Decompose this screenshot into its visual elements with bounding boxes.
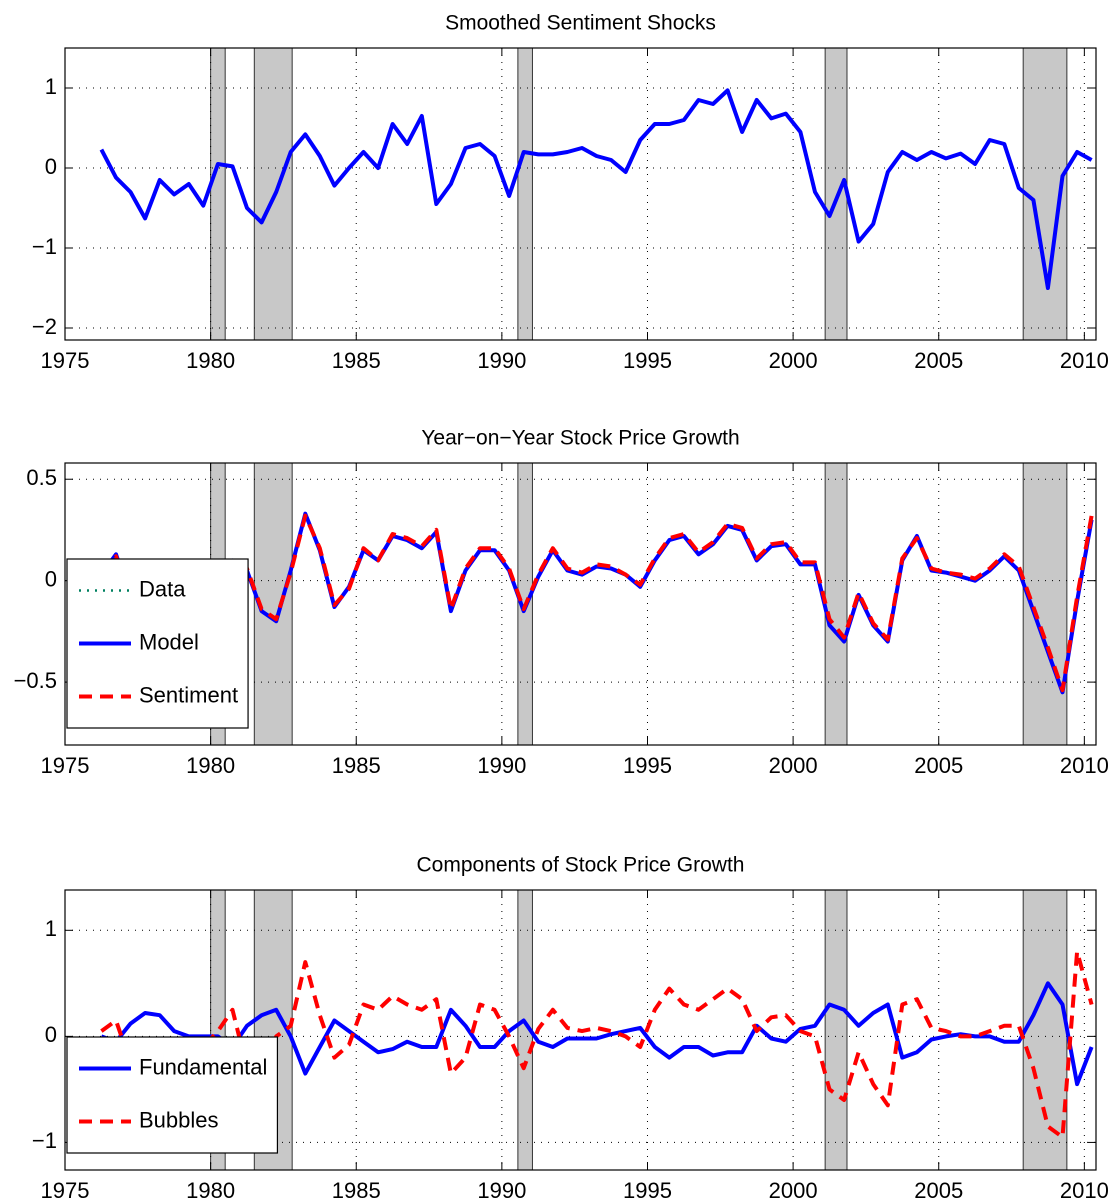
y-tick-label: 0 [45,154,57,179]
axes-frame [64,462,1097,746]
x-tick-label: 1985 [332,348,381,373]
y-tick-label: 0.5 [26,465,57,490]
x-tick-label: 1995 [623,348,672,373]
y-tick-label: 1 [45,74,57,99]
x-tick-label: 1980 [186,1178,235,1199]
x-tick-label: 2010 [1060,1178,1109,1199]
x-tick-label: 2005 [914,1178,963,1199]
x-tick-label: 1990 [477,1178,526,1199]
x-tick-label: 1980 [186,348,235,373]
recession-band [210,47,226,341]
legend: Data Model Sentiment [66,558,249,729]
y-tick-label: 0 [45,1022,57,1047]
x-tick-label: 1975 [41,1178,90,1199]
y-tick-label: 1 [45,916,57,941]
x-tick-label: 2000 [769,1178,818,1199]
y-tick-label: −1 [32,1128,57,1153]
chart-title: Components of Stock Price Growth [417,854,745,877]
legend-label: Sentiment [139,682,238,707]
x-tick-label: 2005 [914,348,963,373]
y-tick-label: −0.5 [14,668,57,693]
series-line [100,949,1094,1140]
x-tick-label: 1980 [186,753,235,778]
x-tick-label: 2010 [1060,348,1109,373]
x-tick-label: 1985 [332,1178,381,1199]
recession-band [1022,889,1068,1171]
series-line [99,88,1093,290]
recession-band [824,889,848,1171]
chart-title: Smoothed Sentiment Shocks [445,12,716,35]
y-tick-label: −2 [32,314,57,339]
series-line [99,513,1094,693]
x-tick-label: 2005 [914,753,963,778]
x-tick-label: 1975 [41,348,90,373]
x-tick-label: 1990 [477,348,526,373]
legend-label: Model [139,629,199,654]
recession-band [824,462,848,746]
legend-label: Fundamental [139,1054,267,1079]
axes-frame [64,47,1097,341]
x-tick-label: 2000 [769,348,818,373]
x-tick-label: 1975 [41,753,90,778]
axes-frame [64,889,1097,1171]
series-line [100,981,1094,1087]
legend-label: Data [139,576,186,601]
x-tick-label: 2010 [1060,753,1109,778]
x-tick-label: 1995 [623,753,672,778]
recession-band [517,47,533,341]
x-tick-label: 2000 [769,753,818,778]
x-tick-label: 1990 [477,753,526,778]
x-tick-label: 1985 [332,753,381,778]
x-tick-label: 1995 [623,1178,672,1199]
legend-box [66,1036,279,1154]
legend: Fundamental Bubbles [66,1036,279,1154]
chart-title: Year−on−Year Stock Price Growth [421,427,739,450]
recession-band [824,47,848,341]
legend-label: Bubbles [139,1107,219,1132]
y-tick-label: 0 [45,566,57,591]
y-tick-label: −1 [32,234,57,259]
axes-background [65,48,1096,340]
